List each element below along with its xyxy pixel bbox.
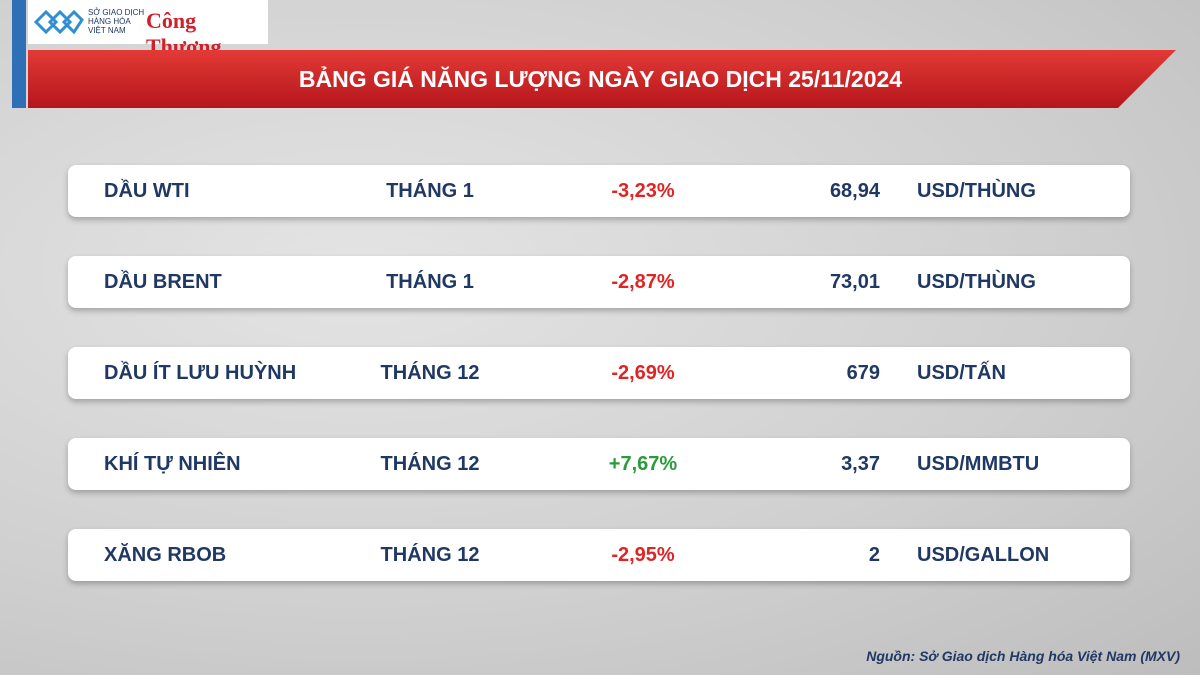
month: THÁNG 1 bbox=[386, 271, 474, 293]
month: THÁNG 12 bbox=[380, 544, 480, 566]
unit: USD/THÙNG bbox=[917, 180, 1036, 202]
logo-icon bbox=[34, 9, 84, 35]
price: 2 bbox=[868, 544, 880, 566]
change: -2,87% bbox=[611, 271, 675, 293]
table-row: DẦU WTI THÁNG 1 -3,23% 68,94 USD/THÙNG bbox=[68, 165, 1130, 217]
title-banner bbox=[28, 50, 1176, 108]
commodity: DẦU WTI bbox=[104, 180, 190, 202]
logo-box: SỞ GIAO DỊCH HÀNG HÓA VIỆT NAM Công Thương bbox=[28, 0, 268, 59]
table-row: XĂNG RBOB THÁNG 12 -2,95% 2 USD/GALLON bbox=[68, 529, 1130, 581]
table-row: DẦU BRENT THÁNG 1 -2,87% 73,01 USD/THÙNG bbox=[68, 256, 1130, 308]
logo-line: VIỆT NAM bbox=[88, 26, 126, 35]
table-row: KHÍ TỰ NHIÊN THÁNG 12 +7,67% 3,37 USD/MMBTU bbox=[68, 438, 1130, 490]
logo-text: SỞ GIAO DỊCH HÀNG HÓA VIỆT NAM bbox=[88, 8, 144, 35]
source: Nguồn: Sở Giao dịch Hàng hóa Việt Nam (M… bbox=[866, 648, 1180, 664]
logo-line: SỞ GIAO DỊCH bbox=[88, 8, 145, 17]
side-stripe bbox=[12, 0, 26, 108]
price: 679 bbox=[846, 362, 880, 384]
price: 3,37 bbox=[841, 453, 880, 475]
month: THÁNG 12 bbox=[380, 453, 480, 475]
unit: USD/MMBTU bbox=[917, 453, 1040, 475]
unit: USD/THÙNG bbox=[917, 271, 1036, 293]
change: -3,23% bbox=[611, 180, 675, 202]
commodity: XĂNG RBOB bbox=[104, 544, 227, 566]
commodity: KHÍ TỰ NHIÊN bbox=[104, 453, 241, 475]
commodity: DẦU ÍT LƯU HUỲNH bbox=[104, 362, 297, 384]
change: -2,95% bbox=[611, 544, 675, 566]
logo-line: HÀNG HÓA bbox=[88, 17, 131, 26]
month: THÁNG 12 bbox=[380, 362, 480, 384]
change: -2,69% bbox=[611, 362, 675, 384]
commodity: DẦU BRENT bbox=[104, 271, 222, 293]
table-row: DẦU ÍT LƯU HUỲNH THÁNG 12 -2,69% 679 USD/TẤN bbox=[68, 347, 1130, 399]
price: 68,94 bbox=[829, 180, 880, 202]
price: 73,01 bbox=[829, 271, 880, 293]
title: BẢNG GIÁ NĂNG LƯỢNG NGÀY GIAO DỊCH 25/11… bbox=[298, 66, 903, 92]
unit: USD/GALLON bbox=[917, 544, 1050, 566]
unit: USD/TẤN bbox=[917, 362, 1006, 384]
month: THÁNG 1 bbox=[386, 180, 474, 202]
change: +7,67% bbox=[608, 453, 678, 475]
